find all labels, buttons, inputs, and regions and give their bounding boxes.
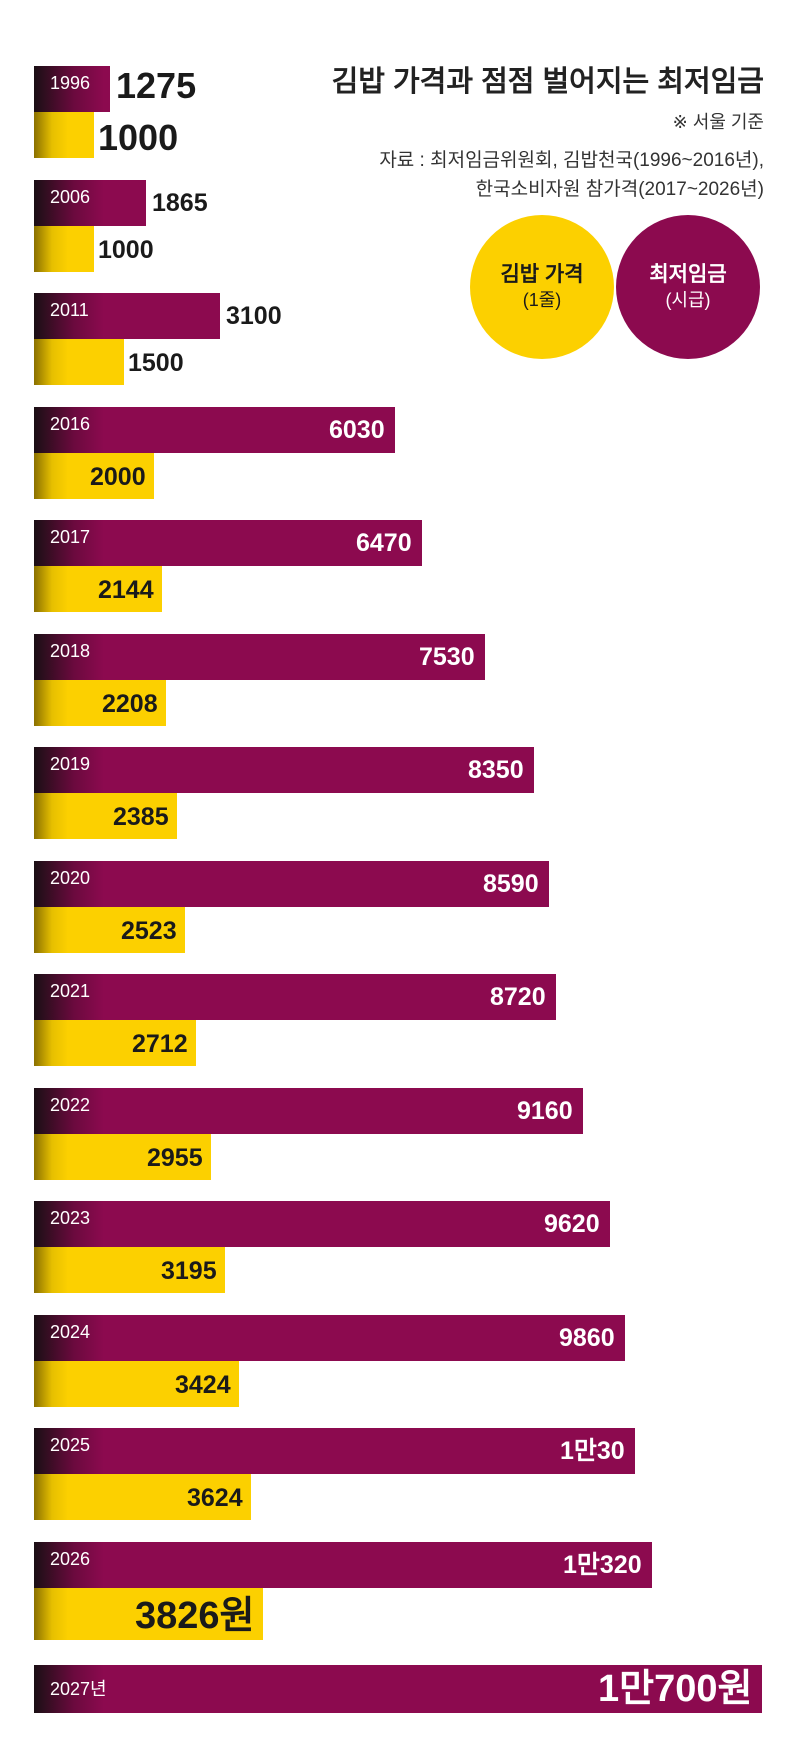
year-label-1996: 1996 [50,73,91,93]
bar-kimbap-2020 [34,906,185,953]
value-label-kimbap-2018: 2208 [102,689,158,718]
value-label-wage-2006: 1865 [152,188,208,217]
legend-kimbap: 김밥 가격 (1줄) [470,215,614,359]
year-label-2020: 2020 [50,867,91,888]
chart-note: ※ 서울 기준 [672,112,764,132]
bar-wage-2017 [34,520,422,566]
bar-wage-2025 [34,1428,635,1474]
year-label-2021: 2021 [50,981,91,1001]
bar-wage-2026 [34,1541,652,1588]
value-label-kimbap-2026: 3826원 [135,1594,255,1637]
value-label-wage-2023: 9620 [544,1210,600,1238]
bar-kimbap-2022 [34,1133,211,1180]
year-label-2018: 2018 [50,640,91,661]
year-label-2024: 2024 [50,1321,91,1342]
bar-wage-2019 [34,747,534,793]
value-label-wage-2025: 1만30 [560,1437,625,1465]
chart-title: 김밥 가격과 점점 벌어지는 최저임금 [331,66,764,98]
year-label-2025: 2025 [50,1435,91,1455]
value-label-wage-1996: 1275 [116,65,197,106]
year-label-2022: 2022 [50,1094,91,1115]
bar-wage-2016 [34,406,395,453]
value-label-wage-2024: 9860 [559,1323,615,1352]
value-label-kimbap-2011: 1500 [128,349,184,377]
year-label-2023: 2023 [50,1208,91,1228]
value-label-kimbap-1996: 1000 [98,117,179,158]
bar-wage-2027년 [34,1665,762,1713]
bar-kimbap-2026 [34,1587,263,1640]
bar-kimbap-2025 [34,1474,251,1520]
legend-wage-name: 최저임금 [649,263,727,286]
value-label-wage-2027년: 1만700원 [598,1668,753,1710]
bar-kimbap-2016 [34,452,154,499]
value-label-wage-2019: 8350 [468,756,524,784]
bar-kimbap-1996 [34,112,94,158]
value-label-kimbap-2022: 2955 [147,1143,203,1172]
bar-kimbap-2006 [34,225,94,272]
value-label-wage-2017: 6470 [356,529,412,557]
value-label-kimbap-2023: 3195 [161,1257,217,1285]
chart-source-line-2: 한국소비자원 참가격(2017~2026년) [475,179,764,200]
bar-kimbap-2018 [34,679,166,726]
legend-kimbap-unit: (1줄) [522,290,562,310]
legend-kimbap-name: 김밥 가격 [500,263,584,286]
value-label-wage-2018: 7530 [419,642,475,671]
year-label-2019: 2019 [50,754,91,774]
bar-kimbap-2023 [34,1247,225,1293]
year-label-2017: 2017 [50,527,91,547]
bar-kimbap-2019 [34,793,177,839]
year-label-2026: 2026 [50,1548,91,1569]
value-label-kimbap-2025: 3624 [187,1484,243,1512]
bar-wage-2011 [34,293,220,339]
bar-wage-2022 [34,1087,583,1134]
year-label-2006: 2006 [50,186,91,207]
value-label-kimbap-2016: 2000 [90,462,146,491]
value-label-wage-2021: 8720 [490,983,546,1011]
bar-wage-1996 [34,66,110,112]
year-label-2011: 2011 [50,300,89,320]
value-label-kimbap-2024: 3424 [175,1370,231,1399]
value-label-wage-2011: 3100 [226,302,282,330]
legend-wage: 최저임금 (시급) [616,215,760,359]
legend-wage-unit: (시급) [665,290,711,310]
value-label-kimbap-2019: 2385 [113,803,169,831]
value-label-kimbap-2021: 2712 [132,1030,188,1058]
value-label-kimbap-2020: 2523 [121,916,177,945]
bar-kimbap-2011 [34,339,124,385]
bar-wage-2018 [34,633,485,680]
value-label-wage-2022: 9160 [517,1096,573,1125]
value-label-wage-2026: 1만320 [563,1550,642,1579]
bar-wage-2006 [34,179,146,226]
bar-kimbap-2021 [34,1020,196,1066]
bar-wage-2023 [34,1201,610,1247]
value-label-wage-2016: 6030 [329,415,385,444]
bar-kimbap-2024 [34,1360,239,1407]
year-label-2016: 2016 [50,413,91,434]
bar-wage-2020 [34,860,549,907]
chart-source-line-1: 자료 : 최저임금위원회, 김밥천국(1996~2016년), [379,150,764,171]
bar-wage-2021 [34,974,556,1020]
bar-wage-2024 [34,1314,625,1361]
year-label-2027년: 2027년 [50,1679,107,1699]
value-label-wage-2020: 8590 [483,869,539,898]
bar-kimbap-2017 [34,566,162,612]
value-label-kimbap-2006: 1000 [98,235,154,264]
value-label-kimbap-2017: 2144 [98,576,154,604]
